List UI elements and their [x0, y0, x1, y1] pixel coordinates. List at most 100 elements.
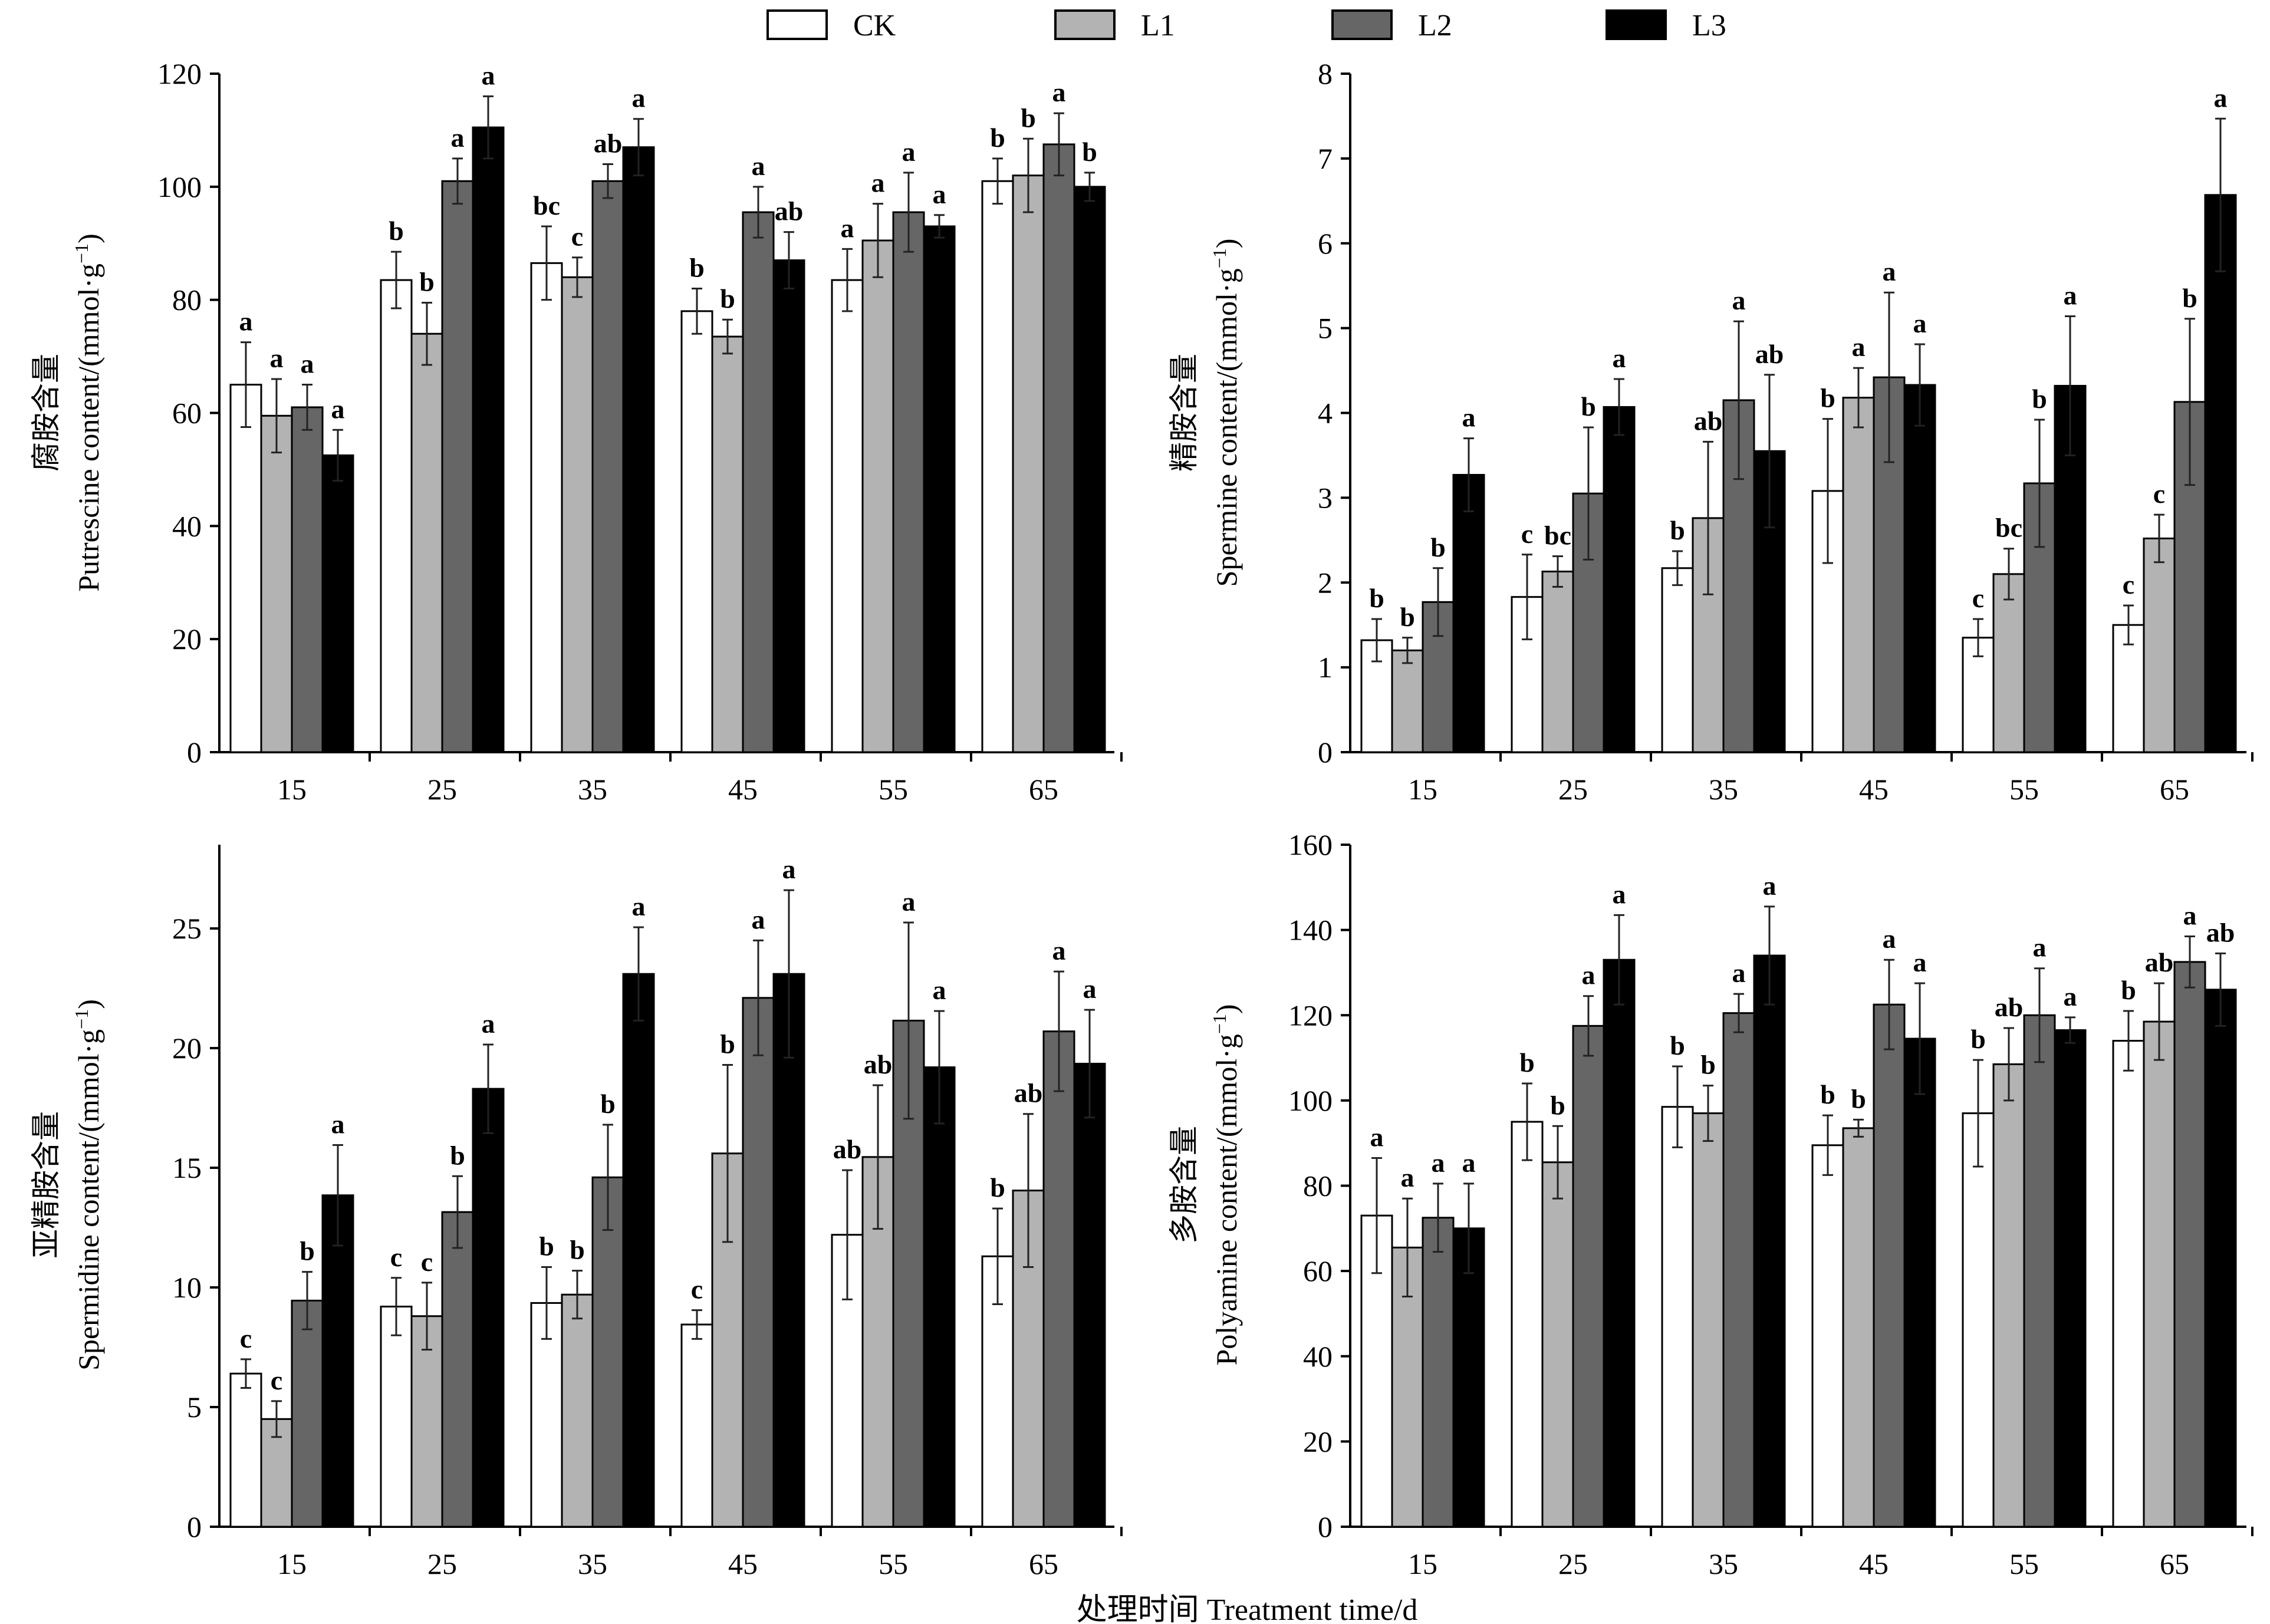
- significance-letter: c: [271, 1365, 282, 1395]
- x-tick-label: 15: [277, 1547, 307, 1580]
- x-tick-label: 65: [2160, 773, 2189, 806]
- significance-letter: a: [782, 854, 796, 884]
- significance-letter: a: [1913, 947, 1927, 977]
- y-axis-title-cn: 多胺含量: [1167, 1126, 1200, 1244]
- bar-l2: [1722, 1012, 1755, 1528]
- y-tick-label: 1: [1318, 651, 1333, 684]
- bar-ck: [680, 1323, 713, 1528]
- bar-ck: [380, 279, 413, 753]
- bar-ck: [1661, 1106, 1694, 1528]
- bar-l1: [1992, 573, 2025, 753]
- bar-l1: [861, 239, 894, 753]
- bar-l3: [2204, 989, 2237, 1528]
- bar-ck: [981, 180, 1014, 753]
- significance-letter: a: [2183, 900, 2197, 930]
- x-tick-label: 15: [1408, 773, 1437, 806]
- x-tick-label: 55: [2009, 1547, 2039, 1580]
- legend-swatch: [1331, 9, 1393, 40]
- y-tick-label: 7: [1318, 142, 1333, 175]
- significance-letter: b: [1430, 532, 1446, 562]
- bar-l1: [1541, 571, 1574, 753]
- y-axis-title-en: Putrescine content/(mmol·g: [72, 263, 105, 592]
- y-tick-label: 60: [1303, 1254, 1333, 1287]
- significance-letter: a: [1913, 308, 1927, 338]
- significance-letter: b: [1670, 1030, 1685, 1060]
- bar-l3: [923, 1066, 956, 1528]
- y-tick-label: 4: [1318, 397, 1333, 430]
- significance-letter: a: [1852, 332, 1866, 362]
- significance-letter: ab: [2145, 947, 2174, 977]
- significance-letter: a: [841, 213, 854, 243]
- bar-ck: [2112, 1040, 2145, 1528]
- significance-letter: a: [2214, 83, 2228, 113]
- bar-l1: [1541, 1161, 1574, 1528]
- bar-l2: [591, 180, 624, 753]
- bar-l3: [321, 1194, 354, 1528]
- bar-l3: [622, 973, 655, 1528]
- y-axis-title: 多胺含量 Polyamine content/(mmol·g−1): [1167, 1004, 1243, 1365]
- significance-letter: ab: [1755, 339, 1784, 369]
- y-axis-title-en: Spermidine content/(mmol·g: [72, 1029, 105, 1371]
- significance-letter: a: [1401, 1162, 1414, 1193]
- significance-letter: a: [1613, 343, 1626, 373]
- significance-letter: a: [1052, 935, 1066, 966]
- bar-ck: [229, 384, 262, 753]
- y-tick-label: 2: [1318, 566, 1333, 599]
- significance-letter: a: [2064, 280, 2077, 310]
- bar-l1: [1692, 1112, 1725, 1528]
- bar-l2: [1042, 143, 1075, 753]
- bar-l1: [260, 414, 293, 753]
- significance-letter: c: [2123, 569, 2134, 599]
- y-tick-label: 20: [172, 1032, 202, 1065]
- x-tick-label: 45: [1859, 773, 1889, 806]
- significance-letter: a: [1732, 285, 1746, 315]
- significance-letter: b: [1670, 515, 1685, 545]
- bar-ck: [1811, 1144, 1844, 1528]
- bar-l3: [2054, 1029, 2087, 1528]
- y-tick-label: 5: [187, 1391, 202, 1424]
- y-tick-label: 15: [172, 1151, 202, 1184]
- significance-letter: b: [419, 266, 435, 297]
- significance-letter: b: [539, 1231, 554, 1261]
- bar-ck: [680, 310, 713, 753]
- significance-letter: a: [632, 891, 646, 921]
- bar-l3: [772, 259, 805, 753]
- significance-letter: b: [1550, 1090, 1565, 1120]
- x-axis-title: 处理时间 Treatment time/d: [1077, 1593, 1418, 1624]
- y-tick-label: 120: [1288, 999, 1333, 1032]
- y-tick-label: 5: [1318, 312, 1333, 345]
- significance-letter: a: [1370, 1122, 1384, 1152]
- bar-l1: [2143, 1020, 2176, 1528]
- significance-letter: a: [301, 349, 314, 379]
- significance-letter: a: [871, 168, 885, 198]
- significance-letter: a: [2064, 981, 2077, 1012]
- y-tick-label: 100: [1288, 1084, 1333, 1117]
- y-tick-label: 120: [157, 57, 202, 90]
- bar-ck: [1661, 567, 1694, 753]
- significance-letter: a: [1732, 958, 1746, 988]
- x-tick-label: 35: [578, 773, 607, 806]
- significance-letter: ab: [833, 1134, 862, 1164]
- bar-l2: [2173, 961, 2206, 1528]
- significance-letter: a: [1883, 924, 1896, 954]
- significance-letter: b: [600, 1089, 616, 1119]
- significance-letter: a: [752, 904, 765, 934]
- bar-ck: [380, 1306, 413, 1528]
- y-axis-title-cn: 腐胺含量: [29, 354, 62, 472]
- y-axis-title-exp: −1: [71, 1009, 92, 1029]
- significance-letter: b: [1700, 1050, 1716, 1080]
- y-axis-title: 腐胺含量 Putrescine content/(mmol·g−1): [29, 233, 105, 592]
- bar-l3: [2204, 194, 2237, 753]
- bar-l1: [1012, 174, 1045, 753]
- bar-l2: [742, 997, 775, 1528]
- significance-letter: a: [1462, 1148, 1476, 1178]
- y-tick-label: 40: [172, 509, 202, 542]
- y-axis-title-exp: −1: [71, 243, 92, 263]
- legend-item-l2: L2: [1331, 9, 1452, 42]
- y-tick-label: 160: [1288, 828, 1333, 861]
- legend-label: L2: [1418, 9, 1452, 42]
